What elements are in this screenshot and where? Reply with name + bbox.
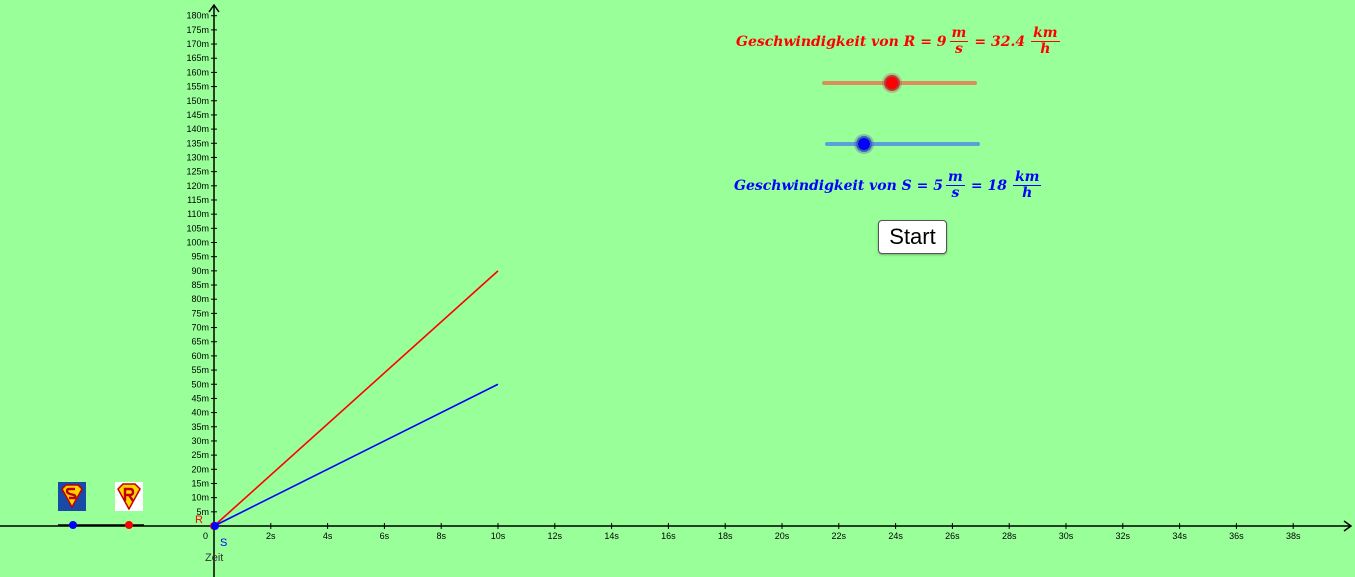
speed-s-kmh-value: = 18 (970, 177, 1007, 194)
y-tick-label: 35m (191, 422, 209, 432)
hero-point-r[interactable] (125, 521, 133, 529)
y-tick-label: 70m (191, 323, 209, 333)
x-tick-label: 0 (203, 531, 208, 541)
x-tick-label: 20s (775, 531, 790, 541)
y-tick-label: 105m (186, 223, 209, 233)
y-tick-label: 115m (187, 195, 209, 205)
y-tick-label: 145m (186, 110, 209, 120)
y-tick-label: 75m (191, 308, 209, 318)
x-tick-label: 8s (436, 531, 446, 541)
speed-r-prefix: Geschwindigkeit von R = 9 (736, 33, 947, 50)
speed-s-frac-ms: m s (946, 169, 965, 201)
x-tick-label: 28s (1002, 531, 1017, 541)
hero-point-s[interactable] (69, 521, 77, 529)
x-tick-label: 12s (548, 531, 563, 541)
x-axis-arrow (1343, 520, 1353, 532)
x-tick-label: 4s (323, 531, 333, 541)
speed-slider-s-knob[interactable] (855, 136, 872, 152)
x-tick-label: 38s (1286, 531, 1301, 541)
speed-r-frac-ms: m s (949, 25, 969, 57)
speed-label-r: Geschwindigkeit von R = 9 m s = 32.4 km … (736, 26, 1063, 57)
y-tick-label: 30m (191, 436, 209, 446)
y-tick-label: 130m (186, 152, 209, 162)
speed-slider-r[interactable] (822, 75, 977, 91)
x-axis-label: Zeit (205, 552, 223, 564)
x-tick-label: 32s (1116, 531, 1131, 541)
y-tick-label: 40m (191, 408, 209, 418)
series-line-r (213, 270, 499, 527)
y-tick-label: 85m (191, 280, 209, 290)
y-tick-label: 180m (186, 11, 209, 21)
y-tick-label: 165m (186, 53, 209, 63)
y-tick-label: 55m (191, 365, 209, 375)
speed-label-s: Geschwindigkeit von S = 5 m s = 18 km h (734, 170, 1044, 201)
y-tick-label: 155m (186, 82, 209, 92)
y-tick-label: 25m (191, 450, 209, 460)
speed-s-prefix: Geschwindigkeit von S = 5 (734, 177, 944, 194)
y-tick-label: 160m (186, 67, 209, 77)
x-tick-label: 16s (661, 531, 676, 541)
speed-r-kmh-value: = 32.4 (974, 33, 1026, 50)
y-tick-label: 140m (186, 124, 209, 134)
start-button[interactable]: Start (878, 220, 947, 254)
point-label-s: S (220, 537, 227, 549)
series-line-s (213, 383, 499, 527)
y-tick-label: 15m (191, 478, 209, 488)
y-tick-label: 100m (186, 238, 209, 248)
y-tick-label: 50m (191, 379, 209, 389)
x-tick-label: 36s (1229, 531, 1244, 541)
speed-slider-s-track[interactable] (825, 142, 980, 146)
y-tick-label: 20m (191, 464, 209, 474)
y-tick-label: 150m (186, 96, 209, 106)
x-tick-label: 30s (1059, 531, 1074, 541)
y-tick-label: 10m (191, 493, 209, 503)
y-tick-label: 5m (196, 507, 209, 517)
y-tick-label: 65m (191, 337, 209, 347)
y-tick-label: 60m (191, 351, 209, 361)
y-tick-label: 95m (191, 252, 209, 262)
speed-s-frac-kmh: km h (1012, 169, 1042, 201)
y-tick-label: 45m (191, 393, 209, 403)
r-hero-icon[interactable] (115, 482, 143, 511)
x-tick-label: 6s (380, 531, 390, 541)
x-tick-label: 34s (1172, 531, 1187, 541)
x-tick-label: 22s (832, 531, 847, 541)
x-tick-label: 18s (718, 531, 733, 541)
point-s[interactable] (211, 522, 219, 530)
y-tick-label: 80m (191, 294, 209, 304)
y-tick-label: 175m (186, 25, 209, 35)
y-tick-label: 170m (186, 39, 209, 49)
superman-s-icon[interactable] (58, 482, 86, 511)
x-tick-label: 2s (266, 531, 276, 541)
y-tick-label: 125m (186, 167, 209, 177)
speed-r-frac-kmh: km h (1031, 25, 1060, 57)
speed-slider-s[interactable] (825, 136, 980, 152)
x-tick-label: 24s (888, 531, 903, 541)
point-label-r: R (195, 514, 203, 526)
x-tick-label: 14s (604, 531, 619, 541)
y-tick-label: 110m (187, 209, 209, 219)
x-tick-label: 26s (945, 531, 960, 541)
y-axis-arrow (208, 3, 220, 13)
y-tick-label: 90m (191, 266, 209, 276)
x-tick-label: 10s (491, 531, 506, 541)
y-tick-label: 135m (186, 138, 209, 148)
y-tick-label: 120m (186, 181, 209, 191)
speed-slider-r-knob[interactable] (883, 75, 900, 91)
